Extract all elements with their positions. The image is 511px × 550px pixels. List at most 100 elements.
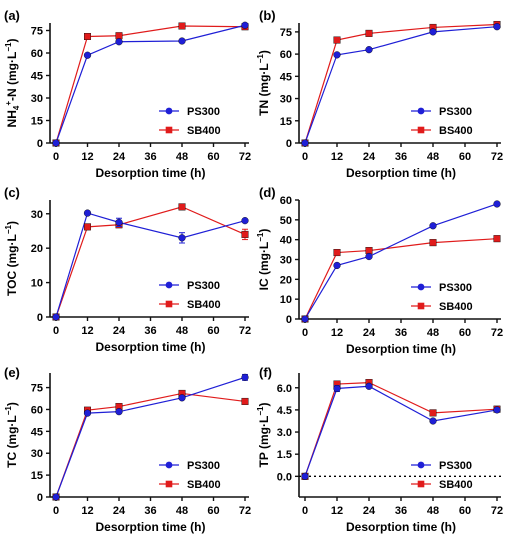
data-point-ps300 — [178, 234, 186, 242]
y-axis-title-part: TN (mg·L — [257, 63, 271, 116]
panel-label: (a) — [4, 8, 20, 23]
data-point-ps300 — [115, 408, 123, 416]
chart-panel-b: (b) 0 12 24 36 48 60 72 0 15 30 45 60 75 Desorption ti… — [256, 8, 503, 180]
y-tick-label: 75 — [280, 27, 292, 39]
data-point-bs400 — [333, 36, 341, 44]
y-tick-label: 20 — [280, 274, 292, 286]
data-point-ps300 — [365, 382, 373, 390]
x-tick-label: 24 — [113, 151, 126, 163]
x-tick-label: 60 — [459, 327, 471, 339]
y-tick-label: 30 — [280, 255, 292, 267]
legend-marker-circle — [417, 461, 425, 469]
legend-marker-square — [165, 126, 173, 134]
legend-label: PS300 — [187, 280, 220, 292]
data-point-sb400 — [83, 223, 91, 231]
data-point-ps300 — [429, 28, 437, 36]
data-point-ps300 — [241, 21, 249, 29]
y-tick-label: 45 — [280, 71, 292, 83]
data-point-ps300 — [83, 409, 92, 417]
legend-marker-circle — [417, 107, 425, 115]
y-tick-label: 4.5 — [277, 405, 292, 417]
legend-label: PS300 — [439, 106, 472, 118]
legend-marker-square — [165, 480, 173, 488]
y-axis-title: TP (mg·L−1) — [256, 403, 271, 468]
y-tick-label: 0.0 — [277, 471, 292, 483]
chart-panel-c: (c) 0 12 24 36 48 60 72 0 10 20 30 Desorption time (… — [4, 185, 251, 354]
legend: PS300 SB400 — [411, 460, 473, 491]
y-tick-label: 30 — [31, 209, 43, 221]
y-tick-label: 40 — [280, 235, 292, 247]
data-point-sb400 — [365, 247, 373, 255]
x-tick-label: 72 — [491, 151, 503, 163]
legend-label: SB400 — [187, 125, 221, 137]
y-axis-title-part: ) — [257, 50, 271, 54]
x-tick-label: 48 — [176, 505, 188, 517]
y-axis-title-part: IC (mg·L — [257, 242, 271, 291]
y-axis-title-part: TP (mg·L — [257, 416, 271, 468]
data-point-ps300 — [493, 200, 501, 208]
chart-panel-d: (d)0 12 24 36 48 60 720102030405060Desorption … — [256, 185, 503, 356]
y-tick-label: 45 — [31, 426, 43, 438]
y-axis-title-part: 4 — [12, 105, 21, 110]
x-tick-label: 60 — [207, 325, 219, 337]
data-point-ps300 — [429, 222, 437, 230]
y-axis-title: TOC (mg·L−1) — [4, 221, 19, 296]
data-point-ps300 — [83, 51, 92, 59]
x-tick-label: 72 — [239, 151, 251, 163]
y-tick-label: 0 — [286, 138, 292, 150]
y-tick-label: 60 — [31, 48, 43, 60]
legend-label: PS300 — [439, 460, 472, 472]
y-axis-title-part: -N (mg·L — [5, 52, 19, 101]
data-point-ps300 — [333, 261, 341, 270]
chart-panel-e: (e) 0 12 24 36 48 60 72 0 15 30 45 60 75 Desorption ti… — [4, 365, 251, 534]
x-tick-label: 12 — [81, 505, 93, 517]
y-tick-label: 1.5 — [277, 449, 292, 461]
y-axis-title-part: TOC (mg·L — [5, 234, 19, 296]
x-tick-label: 36 — [395, 505, 407, 517]
panel-label: (c) — [4, 185, 20, 200]
y-tick-label: 0 — [37, 312, 43, 324]
data-point-ps300 — [301, 139, 309, 147]
panel-label: (e) — [4, 365, 20, 380]
y-tick-label: 3.0 — [277, 427, 292, 439]
legend-marker-circle — [165, 461, 173, 469]
legend-label: SB400 — [439, 479, 473, 491]
x-axis-title: Desorption time (h) — [346, 520, 456, 534]
x-tick-label: 24 — [363, 327, 376, 339]
legend-label: SB400 — [187, 479, 221, 491]
x-tick-label: 0 — [53, 151, 59, 163]
legend-label: PS300 — [439, 282, 472, 294]
data-point-ps300 — [493, 23, 501, 31]
x-tick-label: 24 — [113, 325, 126, 337]
x-tick-label: 0 — [302, 327, 308, 339]
legend-marker-square — [417, 302, 425, 310]
data-point-sb400 — [115, 32, 123, 40]
y-axis-title: IC (mg·L−1) — [256, 229, 271, 291]
data-point-ps300 — [301, 472, 309, 480]
data-point-sb400 — [178, 203, 186, 211]
legend-label: SB400 — [187, 299, 221, 311]
legend-marker-circle — [165, 107, 173, 115]
y-tick-label: 15 — [31, 116, 43, 128]
x-tick-label: 36 — [395, 151, 407, 163]
y-axis-title: TN (mg·L−1) — [256, 50, 271, 116]
x-tick-label: 48 — [427, 151, 439, 163]
x-tick-label: 72 — [239, 325, 251, 337]
chart-panel-a: (a) 0 12 24 36 48 60 72 0 15 30 45 60 75 Desorption ti… — [4, 8, 251, 180]
y-tick-label: 60 — [280, 49, 292, 61]
legend-label: PS300 — [187, 460, 220, 472]
legend: PS300 BS400 — [411, 106, 473, 137]
y-tick-label: 6.0 — [277, 383, 292, 395]
x-tick-label: 48 — [176, 325, 188, 337]
y-axis-title-part: −1 — [4, 225, 13, 235]
y-axis-title-part: ) — [5, 221, 19, 225]
data-point-sb400 — [83, 33, 91, 41]
x-tick-label: 72 — [491, 505, 503, 517]
data-point-ps300 — [429, 417, 437, 425]
legend: PS300 SB400 — [411, 282, 473, 313]
x-tick-label: 60 — [207, 151, 219, 163]
y-tick-label: 60 — [280, 195, 292, 207]
panel-label: (b) — [259, 8, 276, 23]
x-tick-label: 48 — [427, 327, 439, 339]
